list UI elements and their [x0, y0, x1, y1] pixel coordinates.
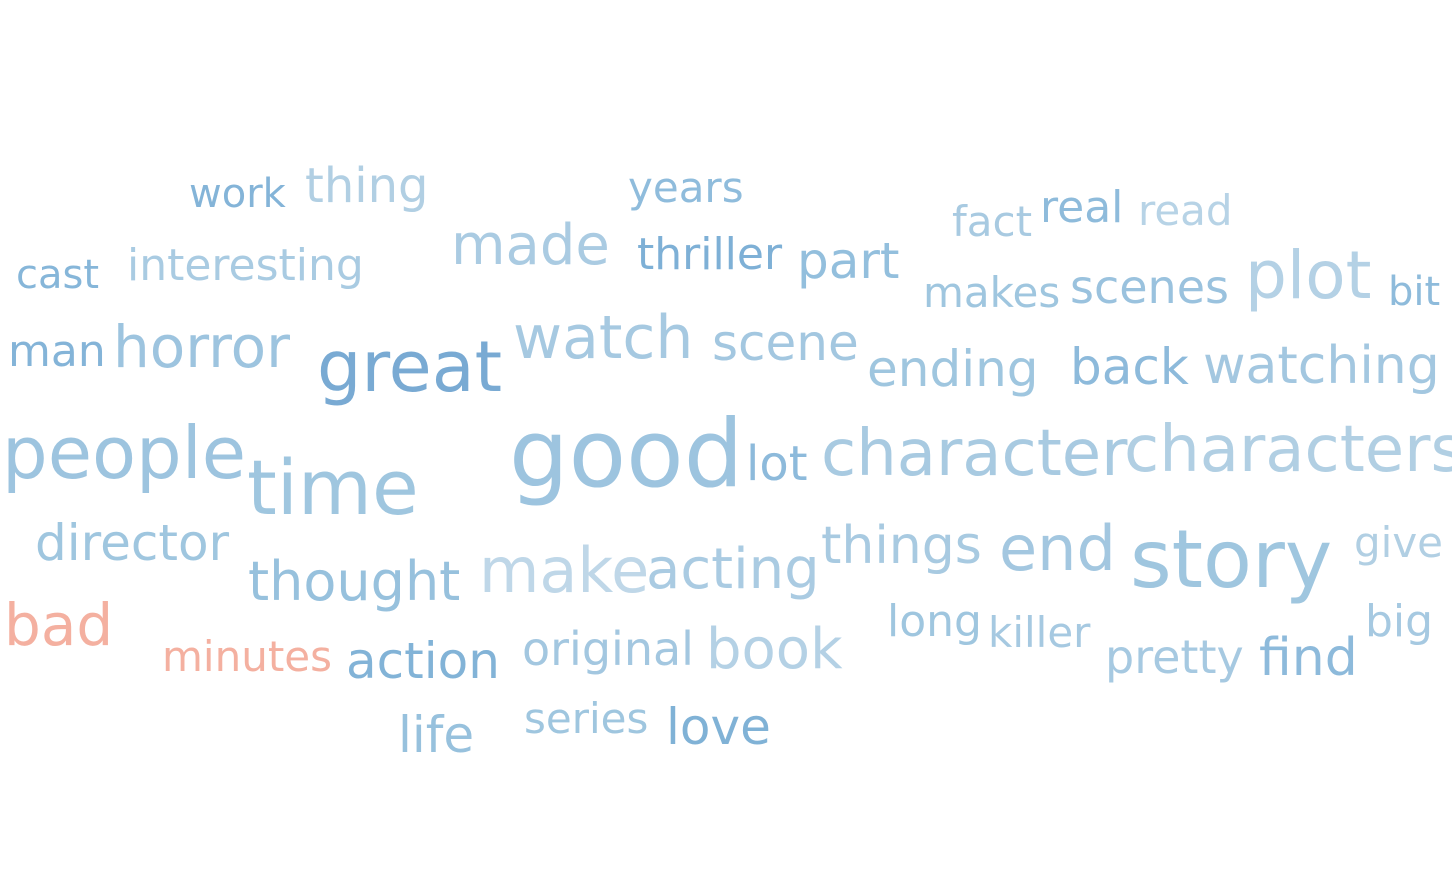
word-acting: acting: [646, 537, 820, 602]
word-ending: ending: [867, 340, 1039, 398]
word-series: series: [524, 694, 649, 743]
word-original: original: [522, 622, 694, 676]
word-bit: bit: [1388, 269, 1441, 315]
word-end: end: [999, 512, 1116, 585]
word-fact: fact: [952, 197, 1033, 246]
word-good: good: [509, 400, 744, 509]
word-characters: characters: [1124, 413, 1452, 487]
word-back: back: [1070, 338, 1189, 396]
word-book: book: [706, 617, 843, 682]
word-man: man: [8, 326, 106, 377]
word-thriller: thriller: [637, 229, 783, 280]
word-made: made: [451, 213, 610, 278]
word-character: character: [821, 417, 1128, 491]
word-make: make: [479, 534, 650, 607]
word-scene: scene: [712, 314, 859, 372]
word-horror: horror: [113, 313, 290, 381]
word-thought: thought: [248, 550, 461, 613]
word-read: read: [1138, 186, 1233, 235]
word-action: action: [346, 632, 500, 690]
word-years: years: [628, 163, 744, 212]
word-long: long: [887, 596, 982, 647]
word-makes: makes: [923, 268, 1061, 317]
word-director: director: [35, 514, 230, 572]
word-love: love: [666, 698, 771, 756]
word-story: story: [1130, 513, 1333, 606]
word-plot: plot: [1245, 237, 1372, 314]
word-work: work: [189, 171, 286, 217]
word-great: great: [317, 326, 503, 408]
word-time: time: [247, 443, 419, 532]
word-watching: watching: [1203, 336, 1440, 396]
word-people: people: [2, 411, 247, 495]
word-watch: watch: [513, 303, 694, 373]
word-life: life: [398, 706, 475, 764]
word-give: give: [1354, 518, 1444, 567]
word-scenes: scenes: [1070, 260, 1229, 314]
word-lot: lot: [746, 436, 808, 492]
word-part: part: [797, 232, 900, 290]
word-find: find: [1259, 628, 1358, 688]
word-interesting: interesting: [127, 240, 364, 291]
word-thing: thing: [305, 158, 429, 214]
word-killer: killer: [988, 608, 1091, 657]
word-things: things: [821, 516, 982, 576]
word-bad: bad: [4, 591, 114, 659]
word-big: big: [1365, 596, 1434, 647]
word-minutes: minutes: [162, 632, 333, 681]
word-real: real: [1040, 182, 1124, 233]
word-cast: cast: [16, 252, 100, 298]
word-pretty: pretty: [1105, 630, 1244, 684]
